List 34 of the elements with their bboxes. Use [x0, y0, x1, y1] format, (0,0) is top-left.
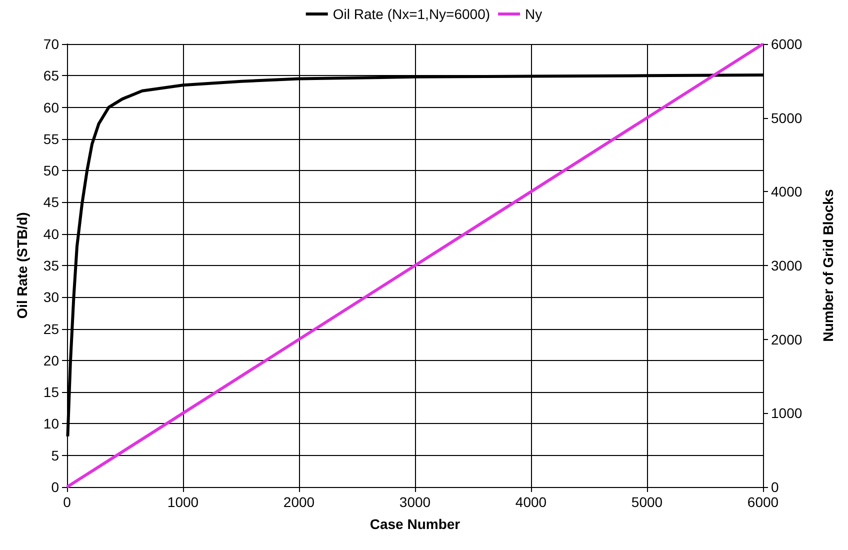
y-tick-label: 30: [43, 289, 60, 306]
y-tick-label: 0: [51, 479, 60, 495]
y-tick-label: 5: [51, 447, 60, 464]
y2-tick-label: 2000: [771, 331, 802, 348]
y2-tick-label: 4000: [771, 184, 802, 200]
x-tick-label: 4000: [515, 494, 547, 510]
y-tick-label: 65: [43, 68, 60, 84]
x-tick-label: 3000: [399, 494, 431, 510]
y-tick-label: 45: [43, 194, 60, 210]
legend-label: Ny: [525, 6, 542, 22]
y2-tick-label: 6000: [771, 36, 802, 52]
y2-tick-label: 1000: [771, 405, 802, 422]
y2-tick-label: 0: [771, 479, 779, 495]
y-axis-title: Oil Rate (STB/d): [14, 212, 30, 319]
x-axis-title: Case Number: [370, 516, 461, 532]
y-tick-label: 55: [43, 130, 60, 147]
y-tick-label: 50: [43, 162, 60, 179]
x-tick-label: 2000: [283, 494, 315, 510]
x-tick-label: 0: [63, 494, 72, 510]
y-tick-label: 35: [43, 258, 60, 274]
y-tick-label: 10: [43, 416, 60, 432]
y-tick-label: 40: [43, 226, 60, 242]
y-tick-label: 25: [43, 320, 60, 337]
y2-tick-label: 3000: [771, 258, 802, 274]
x-tick-label: 5000: [631, 494, 663, 510]
y-tick-label: 20: [43, 352, 60, 368]
y-tick-label: 60: [43, 99, 60, 116]
x-tick-label: 1000: [167, 494, 199, 510]
y2-axis-title: Number of Grid Blocks: [820, 189, 836, 342]
y-tick-label: 70: [43, 36, 60, 52]
y-tick-label: 15: [43, 384, 60, 400]
y2-tick-label: 5000: [771, 110, 802, 126]
legend-label: Oil Rate (Nx=1,Ny=6000): [332, 6, 490, 22]
x-tick-label: 6000: [747, 494, 779, 510]
